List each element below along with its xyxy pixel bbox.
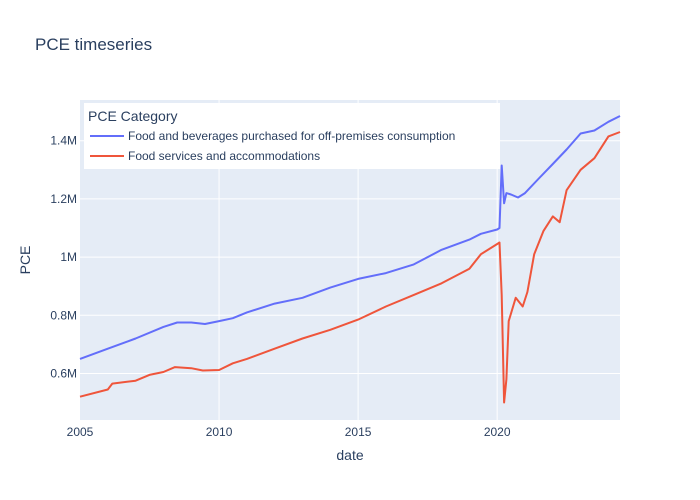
series-line-0[interactable] [79,115,621,360]
x-tick-label: 2010 [206,425,233,439]
y-axis-title: PCE [17,246,33,275]
legend-label-series-1[interactable]: Food services and accommodations [128,149,320,163]
series-layer [79,115,621,404]
x-tick-label: 2015 [345,425,372,439]
y-tick-label: 0.8M [50,308,77,322]
legend-label-series-0[interactable]: Food and beverages purchased for off-pre… [128,129,455,143]
legend-background [84,103,500,169]
y-tick-label: 0.6M [50,366,77,380]
y-tick-label: 1.2M [50,192,77,206]
legend-title: PCE Category [88,108,177,124]
y-tick-label: 1.4M [50,134,77,148]
x-axis-ticks: 2005 2010 2015 2020 [67,425,511,439]
x-tick-label: 2020 [484,425,511,439]
y-axis-ticks: 0.6M 0.8M 1M 1.2M 1.4M [50,134,77,381]
x-tick-label: 2005 [67,425,94,439]
y-tick-label: 1M [60,250,77,264]
legend[interactable]: PCE Category Food and beverages purchase… [84,103,500,169]
x-axis-title: date [336,447,363,463]
series-line-1[interactable] [79,131,621,404]
chart-title: PCE timeseries [35,35,152,54]
